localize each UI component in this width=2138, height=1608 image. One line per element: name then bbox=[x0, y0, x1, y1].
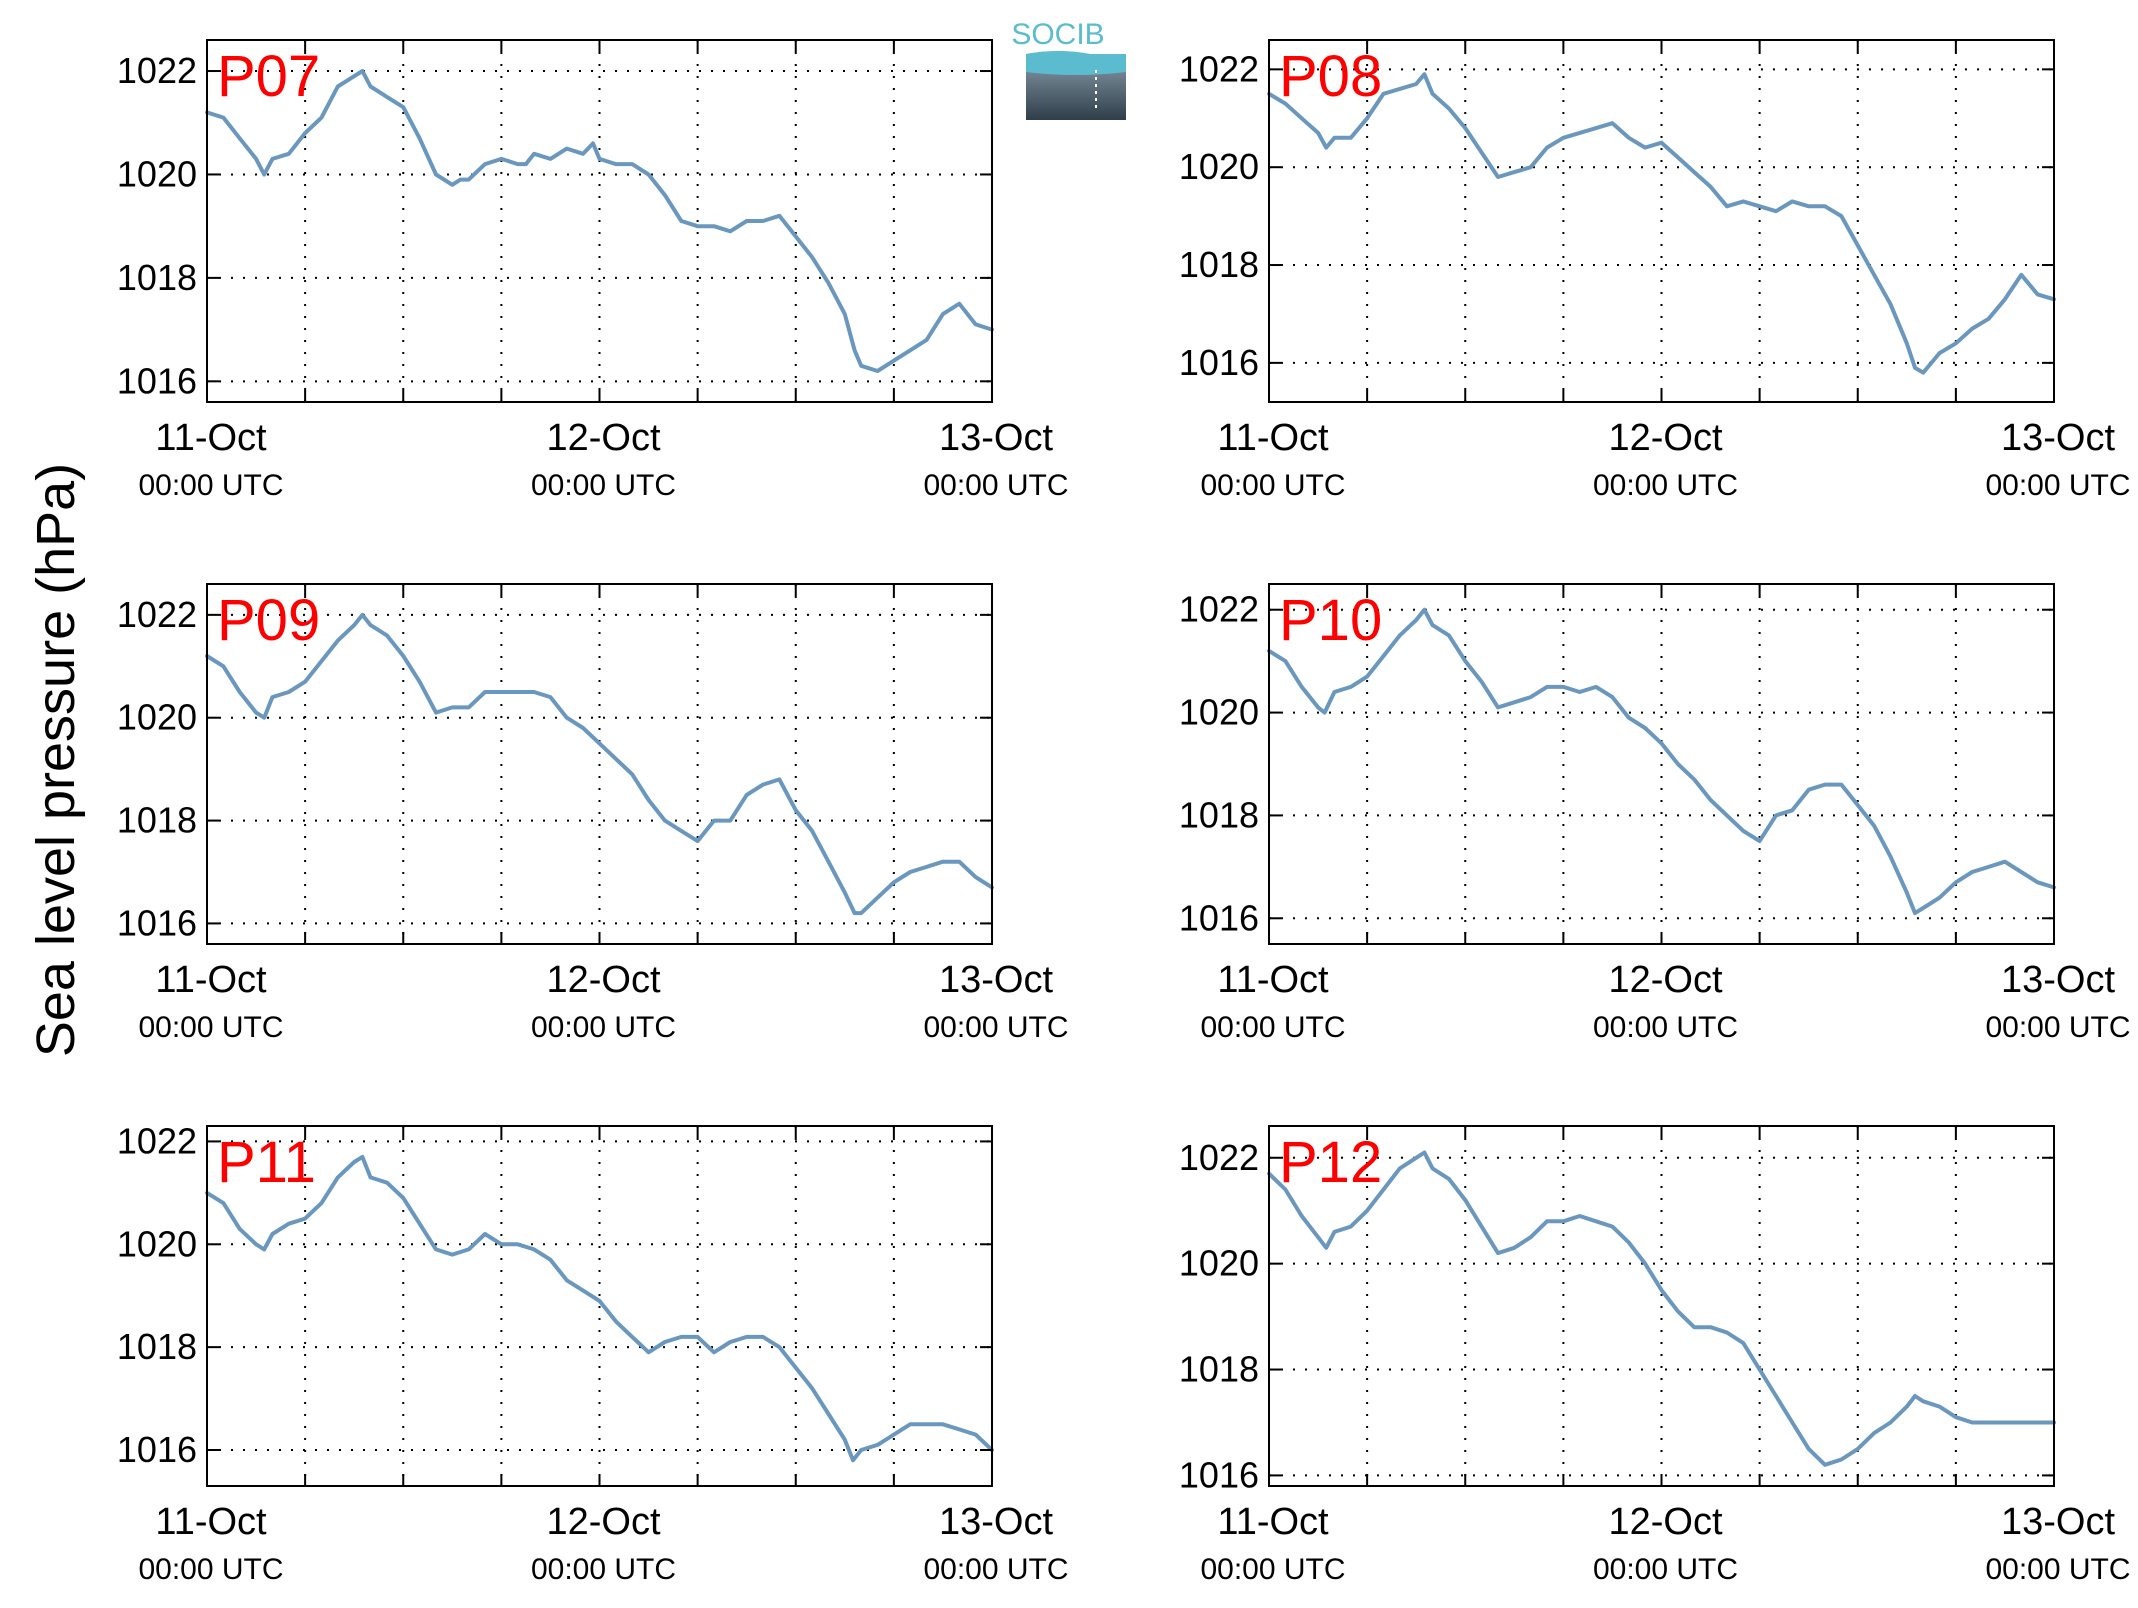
xtick-label-date: 11-Oct bbox=[155, 417, 267, 459]
xtick-label-time: 00:00 UTC bbox=[138, 1553, 283, 1586]
panel-p10: 1016 1018 1020 1022 11-Oct 00:00 UTC 12-Oct 00:… bbox=[1179, 583, 2131, 1044]
xtick-label-date: 11-Oct bbox=[1217, 959, 1329, 1001]
xtick-label-date: 13-Oct bbox=[939, 1501, 1053, 1543]
xtick-label-time: 00:00 UTC bbox=[1593, 1011, 1738, 1044]
panel-label: P10 bbox=[1279, 588, 1382, 653]
xtick-label-date: 12-Oct bbox=[1608, 959, 1722, 1001]
xtick-label-date: 13-Oct bbox=[2001, 1501, 2115, 1543]
xtick-label-date: 11-Oct bbox=[1217, 1501, 1329, 1543]
panel-label: P09 bbox=[217, 588, 320, 653]
ytick-label: 1022 bbox=[117, 594, 197, 635]
ytick-label: 1018 bbox=[117, 800, 197, 841]
panel-label: P12 bbox=[1279, 1130, 1382, 1195]
panel-p09: 1016 1018 1020 1022 11-Oct 00:00 UTC 12-Oct 00:… bbox=[117, 583, 1069, 1044]
xtick-label-time: 00:00 UTC bbox=[923, 1553, 1068, 1586]
ytick-label: 1016 bbox=[1179, 897, 1259, 938]
xtick-label-time: 00:00 UTC bbox=[923, 1011, 1068, 1044]
ytick-label: 1016 bbox=[117, 902, 197, 943]
panel-p08: 1016 1018 1020 1022 11-Oct 00:00 UTC 12-Oct 00:… bbox=[1179, 39, 2131, 502]
ytick-label: 1020 bbox=[117, 153, 197, 194]
xtick-label-date: 12-Oct bbox=[1608, 1501, 1722, 1543]
ytick-label: 1016 bbox=[1179, 342, 1259, 383]
ytick-label: 1020 bbox=[117, 697, 197, 738]
xtick-label-date: 12-Oct bbox=[1608, 417, 1722, 459]
panel-label: P11 bbox=[217, 1130, 316, 1195]
panel-p11: 1016 1018 1020 1022 11-Oct 00:00 UTC 12-Oct 00:… bbox=[117, 1120, 1069, 1586]
series-line bbox=[205, 612, 994, 916]
ytick-label: 1020 bbox=[1179, 146, 1259, 187]
panel-p07: 1016 1018 1020 1022 11-Oct 00:00 UTC 12-Oct 00:… bbox=[117, 39, 1069, 502]
xtick-label-date: 11-Oct bbox=[155, 1501, 267, 1543]
ytick-label: 1018 bbox=[1179, 244, 1259, 285]
ytick-label: 1020 bbox=[1179, 1243, 1259, 1284]
ytick-label: 1022 bbox=[117, 1120, 197, 1161]
xtick-label-date: 12-Oct bbox=[546, 417, 660, 459]
panel-label: P07 bbox=[217, 44, 320, 109]
xtick-label-date: 13-Oct bbox=[939, 417, 1053, 459]
xtick-label-time: 00:00 UTC bbox=[531, 1553, 676, 1586]
ytick-label: 1018 bbox=[117, 1326, 197, 1367]
series-line bbox=[1267, 607, 2056, 916]
series-line bbox=[205, 69, 994, 373]
xtick-label-time: 00:00 UTC bbox=[1200, 1011, 1345, 1044]
xtick-label-time: 00:00 UTC bbox=[1985, 1011, 2130, 1044]
xtick-label-time: 00:00 UTC bbox=[1593, 1553, 1738, 1586]
xtick-label-time: 00:00 UTC bbox=[138, 1011, 283, 1044]
xtick-label-time: 00:00 UTC bbox=[1200, 469, 1345, 502]
xtick-label-date: 13-Oct bbox=[939, 959, 1053, 1001]
xtick-label-date: 12-Oct bbox=[546, 959, 660, 1001]
xtick-label-date: 11-Oct bbox=[1217, 417, 1329, 459]
xtick-label-time: 00:00 UTC bbox=[1985, 1553, 2130, 1586]
ytick-label: 1016 bbox=[117, 1429, 197, 1470]
ytick-label: 1016 bbox=[1179, 1454, 1259, 1495]
xtick-label-time: 00:00 UTC bbox=[531, 469, 676, 502]
series-line bbox=[1267, 72, 2056, 375]
logo-wave bbox=[1026, 51, 1126, 75]
xtick-label-time: 00:00 UTC bbox=[138, 469, 283, 502]
ytick-label: 1016 bbox=[117, 360, 197, 401]
xtick-label-date: 12-Oct bbox=[546, 1501, 660, 1543]
ytick-label: 1018 bbox=[1179, 1349, 1259, 1390]
xtick-label-time: 00:00 UTC bbox=[1200, 1553, 1345, 1586]
ytick-label: 1022 bbox=[1179, 48, 1259, 89]
xtick-label-date: 11-Oct bbox=[155, 959, 267, 1001]
ytick-label: 1020 bbox=[117, 1223, 197, 1264]
xtick-label-time: 00:00 UTC bbox=[923, 469, 1068, 502]
panel-label: P08 bbox=[1279, 44, 1382, 109]
panel-p12: 1016 1018 1020 1022 11-Oct 00:00 UTC 12-Oct 00:… bbox=[1179, 1125, 2131, 1586]
xtick-label-date: 13-Oct bbox=[2001, 417, 2115, 459]
socib-logo: SOCIB bbox=[1011, 18, 1126, 120]
xtick-label-date: 13-Oct bbox=[2001, 959, 2115, 1001]
ytick-label: 1022 bbox=[117, 50, 197, 91]
series-line bbox=[205, 1154, 994, 1463]
series-line bbox=[1267, 1150, 2056, 1467]
xtick-label-time: 00:00 UTC bbox=[531, 1011, 676, 1044]
ytick-label: 1018 bbox=[1179, 794, 1259, 835]
xtick-label-time: 00:00 UTC bbox=[1985, 469, 2130, 502]
ytick-label: 1018 bbox=[117, 257, 197, 298]
xtick-label-time: 00:00 UTC bbox=[1593, 469, 1738, 502]
ytick-label: 1020 bbox=[1179, 692, 1259, 733]
logo-text: SOCIB bbox=[1011, 18, 1104, 51]
chart-panels: 1016 1018 1020 1022 11-Oct 00:00 UTC 12-Oct 00:… bbox=[117, 39, 2131, 1586]
ytick-label: 1022 bbox=[1179, 589, 1259, 630]
ytick-label: 1022 bbox=[1179, 1137, 1259, 1178]
y-axis-label: Sea level pressure (hPa) bbox=[26, 463, 86, 1057]
